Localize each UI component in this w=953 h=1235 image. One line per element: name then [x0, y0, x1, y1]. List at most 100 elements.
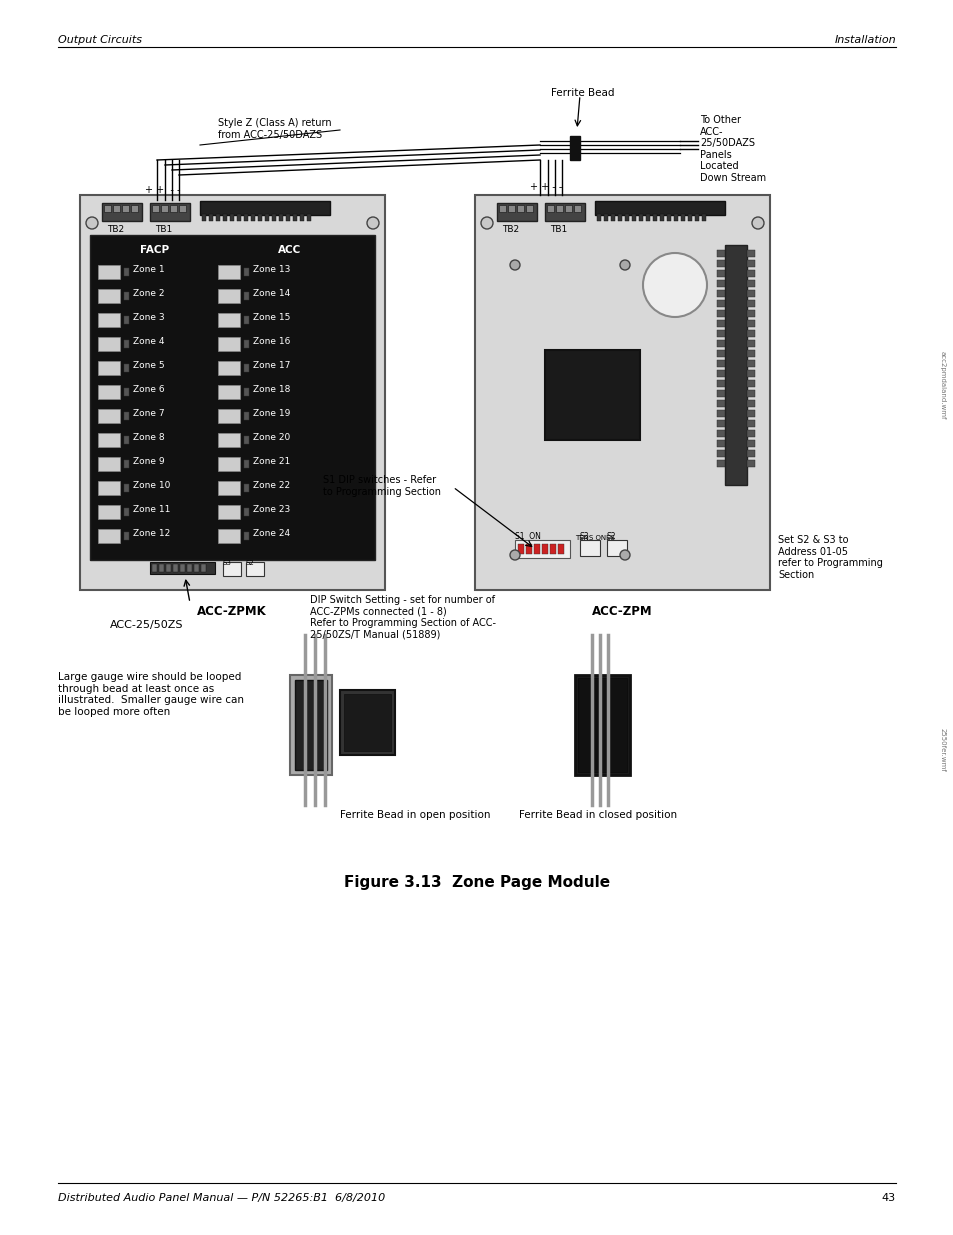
Circle shape — [510, 261, 519, 270]
Bar — [244, 268, 249, 275]
Bar — [150, 203, 190, 221]
Text: Zone 15: Zone 15 — [253, 312, 290, 322]
Bar — [218, 337, 240, 351]
Bar — [746, 340, 754, 347]
Bar — [746, 440, 754, 447]
Text: 43: 43 — [881, 1193, 895, 1203]
Text: Installation: Installation — [834, 35, 895, 44]
Text: S3: S3 — [579, 532, 589, 541]
Text: TB2: TB2 — [107, 225, 124, 233]
Bar — [724, 245, 746, 485]
Bar — [717, 390, 724, 396]
Text: Zone 20: Zone 20 — [253, 433, 290, 442]
Bar — [272, 214, 275, 221]
Bar — [112, 205, 120, 212]
Text: S2: S2 — [246, 559, 254, 566]
Text: S1 DIP switches - Refer
to Programming Section: S1 DIP switches - Refer to Programming S… — [323, 475, 440, 496]
Bar — [299, 214, 304, 221]
Bar — [558, 543, 563, 555]
Bar — [124, 532, 129, 540]
Text: FACP: FACP — [140, 245, 170, 254]
Bar — [556, 205, 562, 212]
Bar — [717, 249, 724, 257]
Bar — [544, 203, 584, 221]
Bar — [124, 268, 129, 275]
Bar — [294, 680, 327, 769]
Bar — [218, 385, 240, 399]
Bar — [610, 214, 615, 221]
Bar — [339, 690, 395, 755]
Bar — [90, 235, 375, 559]
Bar — [746, 380, 754, 387]
Bar — [659, 214, 663, 221]
Text: Zone 4: Zone 4 — [132, 337, 164, 346]
Bar — [515, 540, 569, 558]
Bar — [746, 450, 754, 457]
Bar — [98, 385, 120, 399]
Bar — [124, 412, 129, 420]
Bar — [187, 564, 192, 572]
Text: Zone 19: Zone 19 — [253, 409, 290, 417]
Text: Large gauge wire should be looped
through bead at least once as
illustrated.  Sm: Large gauge wire should be looped throug… — [58, 672, 244, 716]
Bar — [244, 436, 249, 445]
Bar — [624, 214, 628, 221]
Text: Zone 3: Zone 3 — [132, 312, 165, 322]
Bar — [498, 205, 505, 212]
Bar — [652, 214, 657, 221]
Bar — [673, 214, 678, 221]
Text: Zone 1: Zone 1 — [132, 266, 165, 274]
Text: Zone 13: Zone 13 — [253, 266, 290, 274]
Bar — [307, 214, 311, 221]
Bar — [541, 543, 547, 555]
Bar — [564, 205, 572, 212]
Bar — [717, 280, 724, 287]
Bar — [631, 214, 636, 221]
Bar — [98, 312, 120, 327]
Bar — [746, 459, 754, 467]
Bar — [230, 214, 233, 221]
Bar — [746, 261, 754, 267]
Bar — [218, 505, 240, 519]
Bar — [717, 320, 724, 327]
Bar — [218, 457, 240, 471]
Bar — [104, 205, 111, 212]
Bar — [746, 359, 754, 367]
Bar — [124, 459, 129, 468]
Text: Zone 17: Zone 17 — [253, 361, 290, 370]
Bar — [200, 201, 330, 215]
Bar — [717, 340, 724, 347]
Circle shape — [619, 550, 629, 559]
Bar — [98, 337, 120, 351]
Bar — [497, 203, 537, 221]
Bar — [98, 289, 120, 303]
Text: Zone 7: Zone 7 — [132, 409, 165, 417]
Text: Zone 10: Zone 10 — [132, 480, 171, 490]
Bar — [244, 340, 249, 348]
Circle shape — [619, 261, 629, 270]
Text: S3: S3 — [223, 559, 232, 566]
Bar — [124, 340, 129, 348]
Bar — [746, 300, 754, 308]
Bar — [218, 409, 240, 424]
Text: Zone 6: Zone 6 — [132, 385, 165, 394]
Text: Zone 9: Zone 9 — [132, 457, 165, 466]
Bar — [218, 361, 240, 375]
Bar — [218, 480, 240, 495]
Text: Zone 8: Zone 8 — [132, 433, 165, 442]
Text: Zone 14: Zone 14 — [253, 289, 290, 298]
Bar — [124, 364, 129, 372]
Bar — [244, 532, 249, 540]
Bar — [131, 205, 138, 212]
Bar — [209, 214, 213, 221]
Bar — [507, 205, 515, 212]
Text: Zone 5: Zone 5 — [132, 361, 165, 370]
Bar — [525, 205, 533, 212]
Bar — [278, 214, 283, 221]
Bar — [746, 290, 754, 296]
Bar — [98, 529, 120, 543]
Bar — [639, 214, 642, 221]
Bar — [172, 564, 178, 572]
Bar — [717, 410, 724, 417]
Bar — [597, 214, 600, 221]
Bar — [746, 420, 754, 427]
